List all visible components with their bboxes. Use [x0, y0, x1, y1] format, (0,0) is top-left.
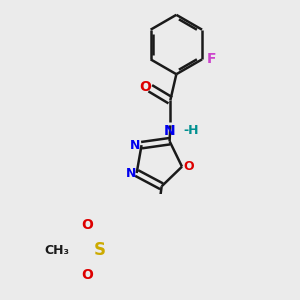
Text: CH₃: CH₃	[45, 244, 70, 257]
Text: -H: -H	[183, 124, 199, 137]
Text: F: F	[207, 52, 217, 66]
Text: O: O	[184, 160, 194, 173]
Text: S: S	[94, 241, 106, 259]
Text: N: N	[125, 167, 136, 179]
Text: O: O	[139, 80, 151, 94]
Text: O: O	[81, 268, 93, 282]
Text: O: O	[81, 218, 93, 232]
Text: N: N	[164, 124, 175, 138]
Text: N: N	[130, 139, 141, 152]
